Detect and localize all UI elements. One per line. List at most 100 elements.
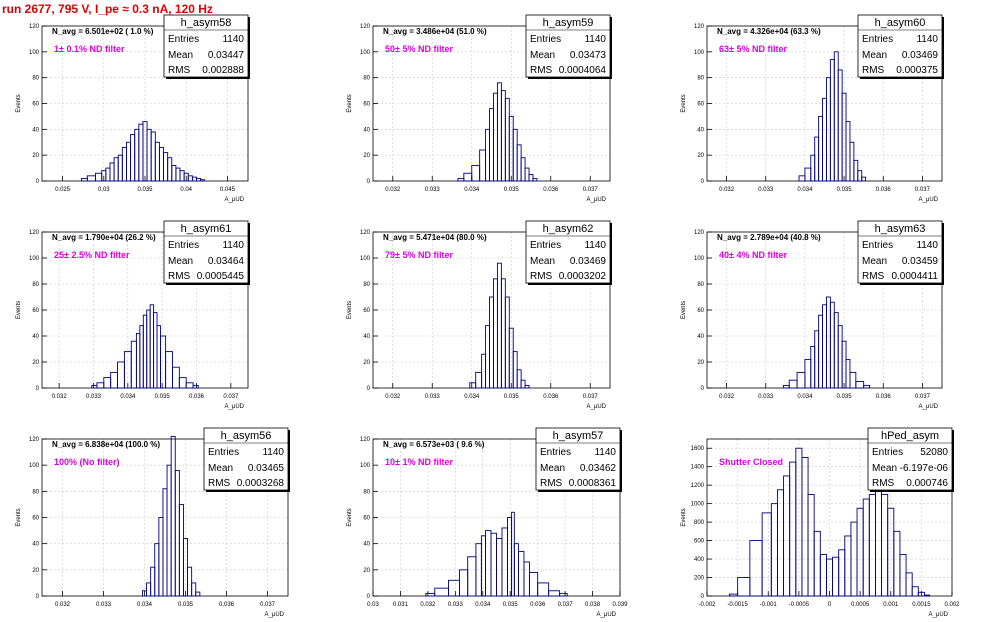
- histogram-panel-h_asym63: 0.032 0.033 0.034 0.035 0.036 0.037 0 20 40 60 80 1…: [681, 220, 944, 410]
- y-tick-label: 80: [32, 76, 39, 82]
- histogram-bar: [425, 592, 436, 597]
- histogram-bar: [493, 92, 498, 182]
- y-tick-label: 80: [697, 282, 704, 288]
- stats-mean-label: Mean: [208, 463, 233, 474]
- navg-label: N_avg = 2.789e+04 (40.8 %): [717, 233, 821, 242]
- histogram-bar: [818, 115, 823, 182]
- histogram-panel-h_asym56: 0.032 0.033 0.034 0.035 0.036 0.037 0 20 40 60 80 1…: [16, 427, 290, 618]
- histogram-bar: [463, 172, 473, 182]
- y-tick-label: 1200: [691, 483, 705, 489]
- x-tick-label: 0.034: [137, 602, 153, 608]
- histogram-panel-h_asym60: 0.032 0.033 0.034 0.035 0.036 0.037 0 20 40 60 80 1…: [681, 14, 944, 203]
- histogram-bar: [113, 157, 119, 182]
- histogram-panel-h_asym57: 0.03 0.031 0.032 0.033 0.034 0.035 0.036 0.037 0…: [347, 427, 628, 618]
- histogram-bar: [504, 296, 510, 389]
- histogram-bar: [191, 176, 197, 182]
- histogram-bar: [156, 325, 161, 389]
- histogram-panel-h_asym59: 0.032 0.033 0.034 0.035 0.036 0.037 0 20 40 60 80 1…: [347, 14, 612, 203]
- run-title: run 2677, 795 V, I_pe ≈ 0.3 nA, 120 Hz: [2, 2, 213, 16]
- y-tick-label: 100: [29, 463, 40, 469]
- histogram-bar: [814, 330, 820, 389]
- x-tick-label: 0.035: [155, 394, 171, 400]
- histogram-bar: [881, 493, 889, 597]
- histogram-bar: [496, 537, 503, 597]
- y-tick-label: 800: [694, 520, 705, 526]
- histogram-bar: [761, 512, 772, 597]
- histogram-bar: [117, 361, 125, 389]
- y-tick-label: 80: [363, 76, 370, 82]
- histogram-bar: [496, 82, 502, 182]
- histogram-bar: [782, 384, 790, 389]
- stats-rms-label: RMS: [168, 271, 191, 282]
- stats-mean-value: 0.03462: [580, 463, 617, 474]
- histogram-panel-h_asym58: 0.025 0.03 0.035 0.04 0.045 0 20 40 60 80 100 120 Ev…: [16, 14, 250, 203]
- stats-entries-value: 1140: [584, 34, 606, 45]
- navg-label: N_avg = 6.501e+02 ( 1.0 %): [52, 27, 154, 36]
- x-tick-label: 0.036: [876, 187, 892, 193]
- stats-entries-label: Entries: [862, 34, 893, 45]
- y-tick-label: 20: [363, 153, 370, 159]
- histogram-bar: [471, 165, 481, 182]
- histogram-bar: [837, 325, 843, 389]
- x-tick-label: 0.032: [719, 187, 735, 193]
- x-tick-label: 0.045: [220, 187, 236, 193]
- histogram-bar: [832, 556, 840, 597]
- histogram-bar: [86, 175, 97, 182]
- x-axis-label: A_μUD: [587, 404, 607, 410]
- stats-mean-value: 0.03459: [902, 256, 939, 267]
- histogram-bar: [798, 175, 806, 182]
- x-tick-label: 0.033: [425, 187, 441, 193]
- x-axis-label: A_μUD: [225, 197, 245, 203]
- y-tick-label: 120: [360, 24, 371, 30]
- histogram-bar: [520, 157, 526, 182]
- histogram-name: hPed_asym: [881, 430, 939, 442]
- filter-annotation: 63± 5% ND filter: [719, 44, 787, 54]
- y-tick-label: 80: [363, 282, 370, 288]
- stats-entries-label: Entries: [208, 447, 239, 458]
- x-tick-label: 0.032: [52, 394, 68, 400]
- y-tick-label: 60: [363, 516, 370, 522]
- histogram-bar: [81, 177, 88, 182]
- navg-label: N_avg = 5.471e+04 (80.0 %): [383, 233, 487, 242]
- histogram-bar: [467, 556, 477, 597]
- y-tick-label: 40: [363, 334, 370, 340]
- x-tick-label: 0.04: [180, 187, 192, 193]
- histogram-bar: [171, 165, 177, 182]
- x-axis-label: A_μUD: [919, 404, 939, 410]
- histogram-bar: [917, 591, 925, 597]
- stats-rms-value: 0.0004411: [891, 271, 938, 282]
- stats-rms-value: 0.000746: [906, 478, 948, 489]
- x-tick-label: -0.0015: [727, 602, 748, 608]
- histogram-bar: [496, 262, 502, 389]
- histogram-bar: [813, 530, 821, 597]
- y-tick-label: 1600: [691, 446, 705, 452]
- x-tick-label: 0.034: [797, 394, 813, 400]
- x-tick-label: 0.03: [367, 602, 379, 608]
- navg-label: N_avg = 6.573e+03 ( 9.6 %): [383, 440, 485, 449]
- stats-entries-label: Entries: [862, 240, 893, 251]
- y-tick-label: 80: [363, 489, 370, 495]
- y-tick-label: 20: [697, 153, 704, 159]
- stats-rms-value: 0.000375: [896, 65, 938, 76]
- histogram-bar: [146, 582, 152, 597]
- y-tick-label: 100: [29, 256, 40, 262]
- y-tick-label: 120: [694, 230, 705, 236]
- histogram-bar: [923, 594, 930, 597]
- x-tick-label: 0.035: [137, 187, 153, 193]
- filter-annotation: 25± 2.5% ND filter: [54, 250, 130, 260]
- filter-annotation: 1± 0.1% ND filter: [54, 44, 125, 54]
- y-tick-label: 120: [694, 24, 705, 30]
- histogram-bar: [485, 325, 490, 389]
- y-tick-label: 20: [697, 360, 704, 366]
- histogram-bar: [826, 296, 831, 389]
- y-tick-label: 0: [367, 594, 371, 600]
- x-tick-label: 0.032: [719, 394, 735, 400]
- histogram-bar: [191, 582, 197, 597]
- histogram-bar: [874, 489, 883, 597]
- x-tick-label: 0.036: [876, 394, 892, 400]
- y-tick-label: 0: [701, 179, 705, 185]
- histogram-bar: [195, 591, 201, 597]
- histogram-bar: [165, 351, 173, 389]
- x-tick-label: 0.035: [837, 187, 853, 193]
